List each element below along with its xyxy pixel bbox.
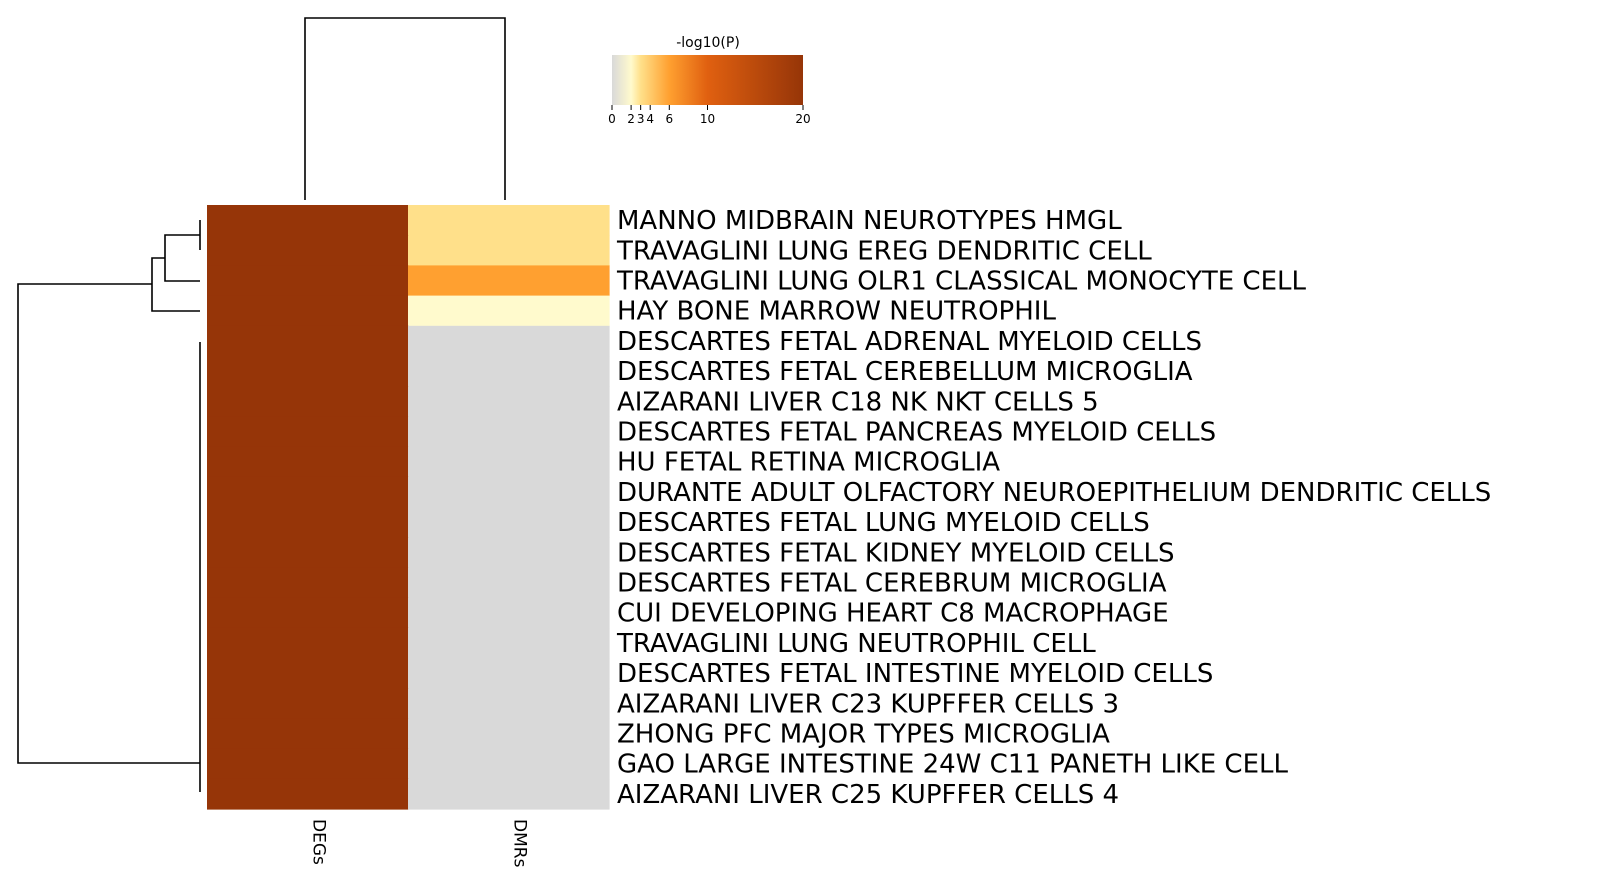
row-label: DESCARTES FETAL ADRENAL MYELOID CELLS — [617, 327, 1202, 357]
heatmap-cell — [207, 537, 409, 568]
heatmap-cell — [408, 658, 610, 689]
heatmap-cell — [207, 597, 409, 629]
heatmap-cell — [408, 748, 610, 780]
column-dendrogram — [304, 17, 506, 200]
row-label: DURANTE ADULT OLFACTORY NEUROEPITHELIUM … — [617, 478, 1491, 508]
row-label: DESCARTES FETAL CEREBRUM MICROGLIA — [617, 569, 1167, 599]
row-label: DESCARTES FETAL PANCREAS MYELOID CELLS — [617, 418, 1216, 448]
row-label: TRAVAGLINI LUNG NEUTROPHIL CELL — [616, 629, 1096, 659]
row-label: ZHONG PFC MAJOR TYPES MICROGLIA — [617, 720, 1110, 750]
heatmap-cell — [207, 386, 409, 417]
row-dendrogram — [17, 220, 201, 792]
row-label: MANNO MIDBRAIN NEUROTYPES HMGL — [617, 206, 1122, 236]
heatmap-cell — [207, 658, 409, 689]
heatmap-cell — [207, 295, 409, 327]
heatmap-cell — [207, 356, 409, 387]
row-label: CUI DEVELOPING HEART C8 MACROPHAGE — [617, 599, 1169, 629]
heatmap-cell — [408, 386, 610, 417]
heatmap-cell — [207, 567, 409, 599]
heatmap-cell — [207, 446, 409, 478]
heatmap-cell — [408, 265, 610, 297]
row-label: TRAVAGLINI LUNG OLR1 CLASSICAL MONOCYTE … — [616, 267, 1306, 297]
heatmap-cell — [207, 507, 409, 538]
heatmap-cells — [207, 205, 610, 810]
row-label: AIZARANI LIVER C25 KUPFFER CELLS 4 — [617, 780, 1119, 810]
heatmap-cell — [207, 235, 409, 266]
heatmap-cell — [408, 537, 610, 568]
row-label: DESCARTES FETAL LUNG MYELOID CELLS — [617, 508, 1150, 538]
heatmap-cell — [408, 507, 610, 538]
row-label: AIZARANI LIVER C23 KUPFFER CELLS 3 — [617, 689, 1119, 719]
heatmap-cell — [207, 205, 409, 236]
row-label: TRAVAGLINI LUNG EREG DENDRITIC CELL — [616, 236, 1152, 266]
column-label: DEGs — [309, 819, 329, 865]
row-label: GAO LARGE INTESTINE 24W C11 PANETH LIKE … — [617, 750, 1289, 780]
heatmap-cell — [408, 476, 610, 508]
heatmap-cell — [207, 416, 409, 448]
row-dendrogram-link — [17, 283, 200, 764]
heatmap-cell — [207, 748, 409, 780]
colorbar: -log10(P) 0 2 3 4 6 10 20 — [608, 35, 810, 126]
heatmap-cell — [408, 356, 610, 387]
colorbar-tick-label: 20 — [795, 112, 810, 126]
heatmap-cell — [207, 325, 409, 357]
column-label: DMRs — [510, 819, 530, 868]
heatmap-cell — [207, 718, 409, 750]
colorbar-tick-label: 3 — [637, 112, 645, 126]
row-label: DESCARTES FETAL KIDNEY MYELOID CELLS — [617, 538, 1174, 568]
heatmap-cell — [207, 476, 409, 508]
colorbar-tick-label: 2 — [627, 112, 635, 126]
row-label: DESCARTES FETAL CEREBELLUM MICROGLIA — [617, 357, 1193, 387]
heatmap-cell — [408, 235, 610, 266]
colorbar-tick-label: 4 — [646, 112, 654, 126]
heatmap-cell — [408, 567, 610, 599]
heatmap-cell — [408, 597, 610, 629]
heatmap-cell — [207, 688, 409, 719]
row-labels: MANNO MIDBRAIN NEUROTYPES HMGLTRAVAGLINI… — [616, 206, 1491, 810]
heatmap-cell — [207, 778, 409, 810]
heatmap-cell — [408, 688, 610, 719]
column-dendrogram-link — [304, 17, 506, 200]
colorbar-title: -log10(P) — [676, 35, 740, 51]
heatmap-cell — [408, 325, 610, 357]
row-label: HAY BONE MARROW NEUTROPHIL — [617, 297, 1056, 327]
heatmap-cell — [408, 416, 610, 448]
row-label: HU FETAL RETINA MICROGLIA — [617, 448, 1000, 478]
heatmap-cell — [207, 265, 409, 297]
heatmap-cell — [408, 778, 610, 810]
column-labels: DEGs DMRs — [309, 819, 530, 868]
row-dendrogram-link — [151, 257, 200, 312]
heatmap-cell — [408, 446, 610, 478]
colorbar-tick-label: 0 — [608, 112, 616, 126]
heatmap-cell — [408, 627, 610, 659]
heatmap-cell — [408, 205, 610, 236]
colorbar-tick-label: 6 — [665, 112, 673, 126]
row-dendrogram-link — [164, 234, 200, 282]
row-label: DESCARTES FETAL INTESTINE MYELOID CELLS — [617, 659, 1213, 689]
heatmap-cell — [207, 627, 409, 659]
colorbar-gradient — [612, 55, 803, 105]
row-label: AIZARANI LIVER C18 NK NKT CELLS 5 — [617, 387, 1099, 417]
heatmap-cell — [408, 718, 610, 750]
colorbar-ticks: 0 2 3 4 6 10 20 — [608, 105, 811, 126]
heatmap-cell — [408, 295, 610, 327]
colorbar-tick-label: 10 — [700, 112, 715, 126]
